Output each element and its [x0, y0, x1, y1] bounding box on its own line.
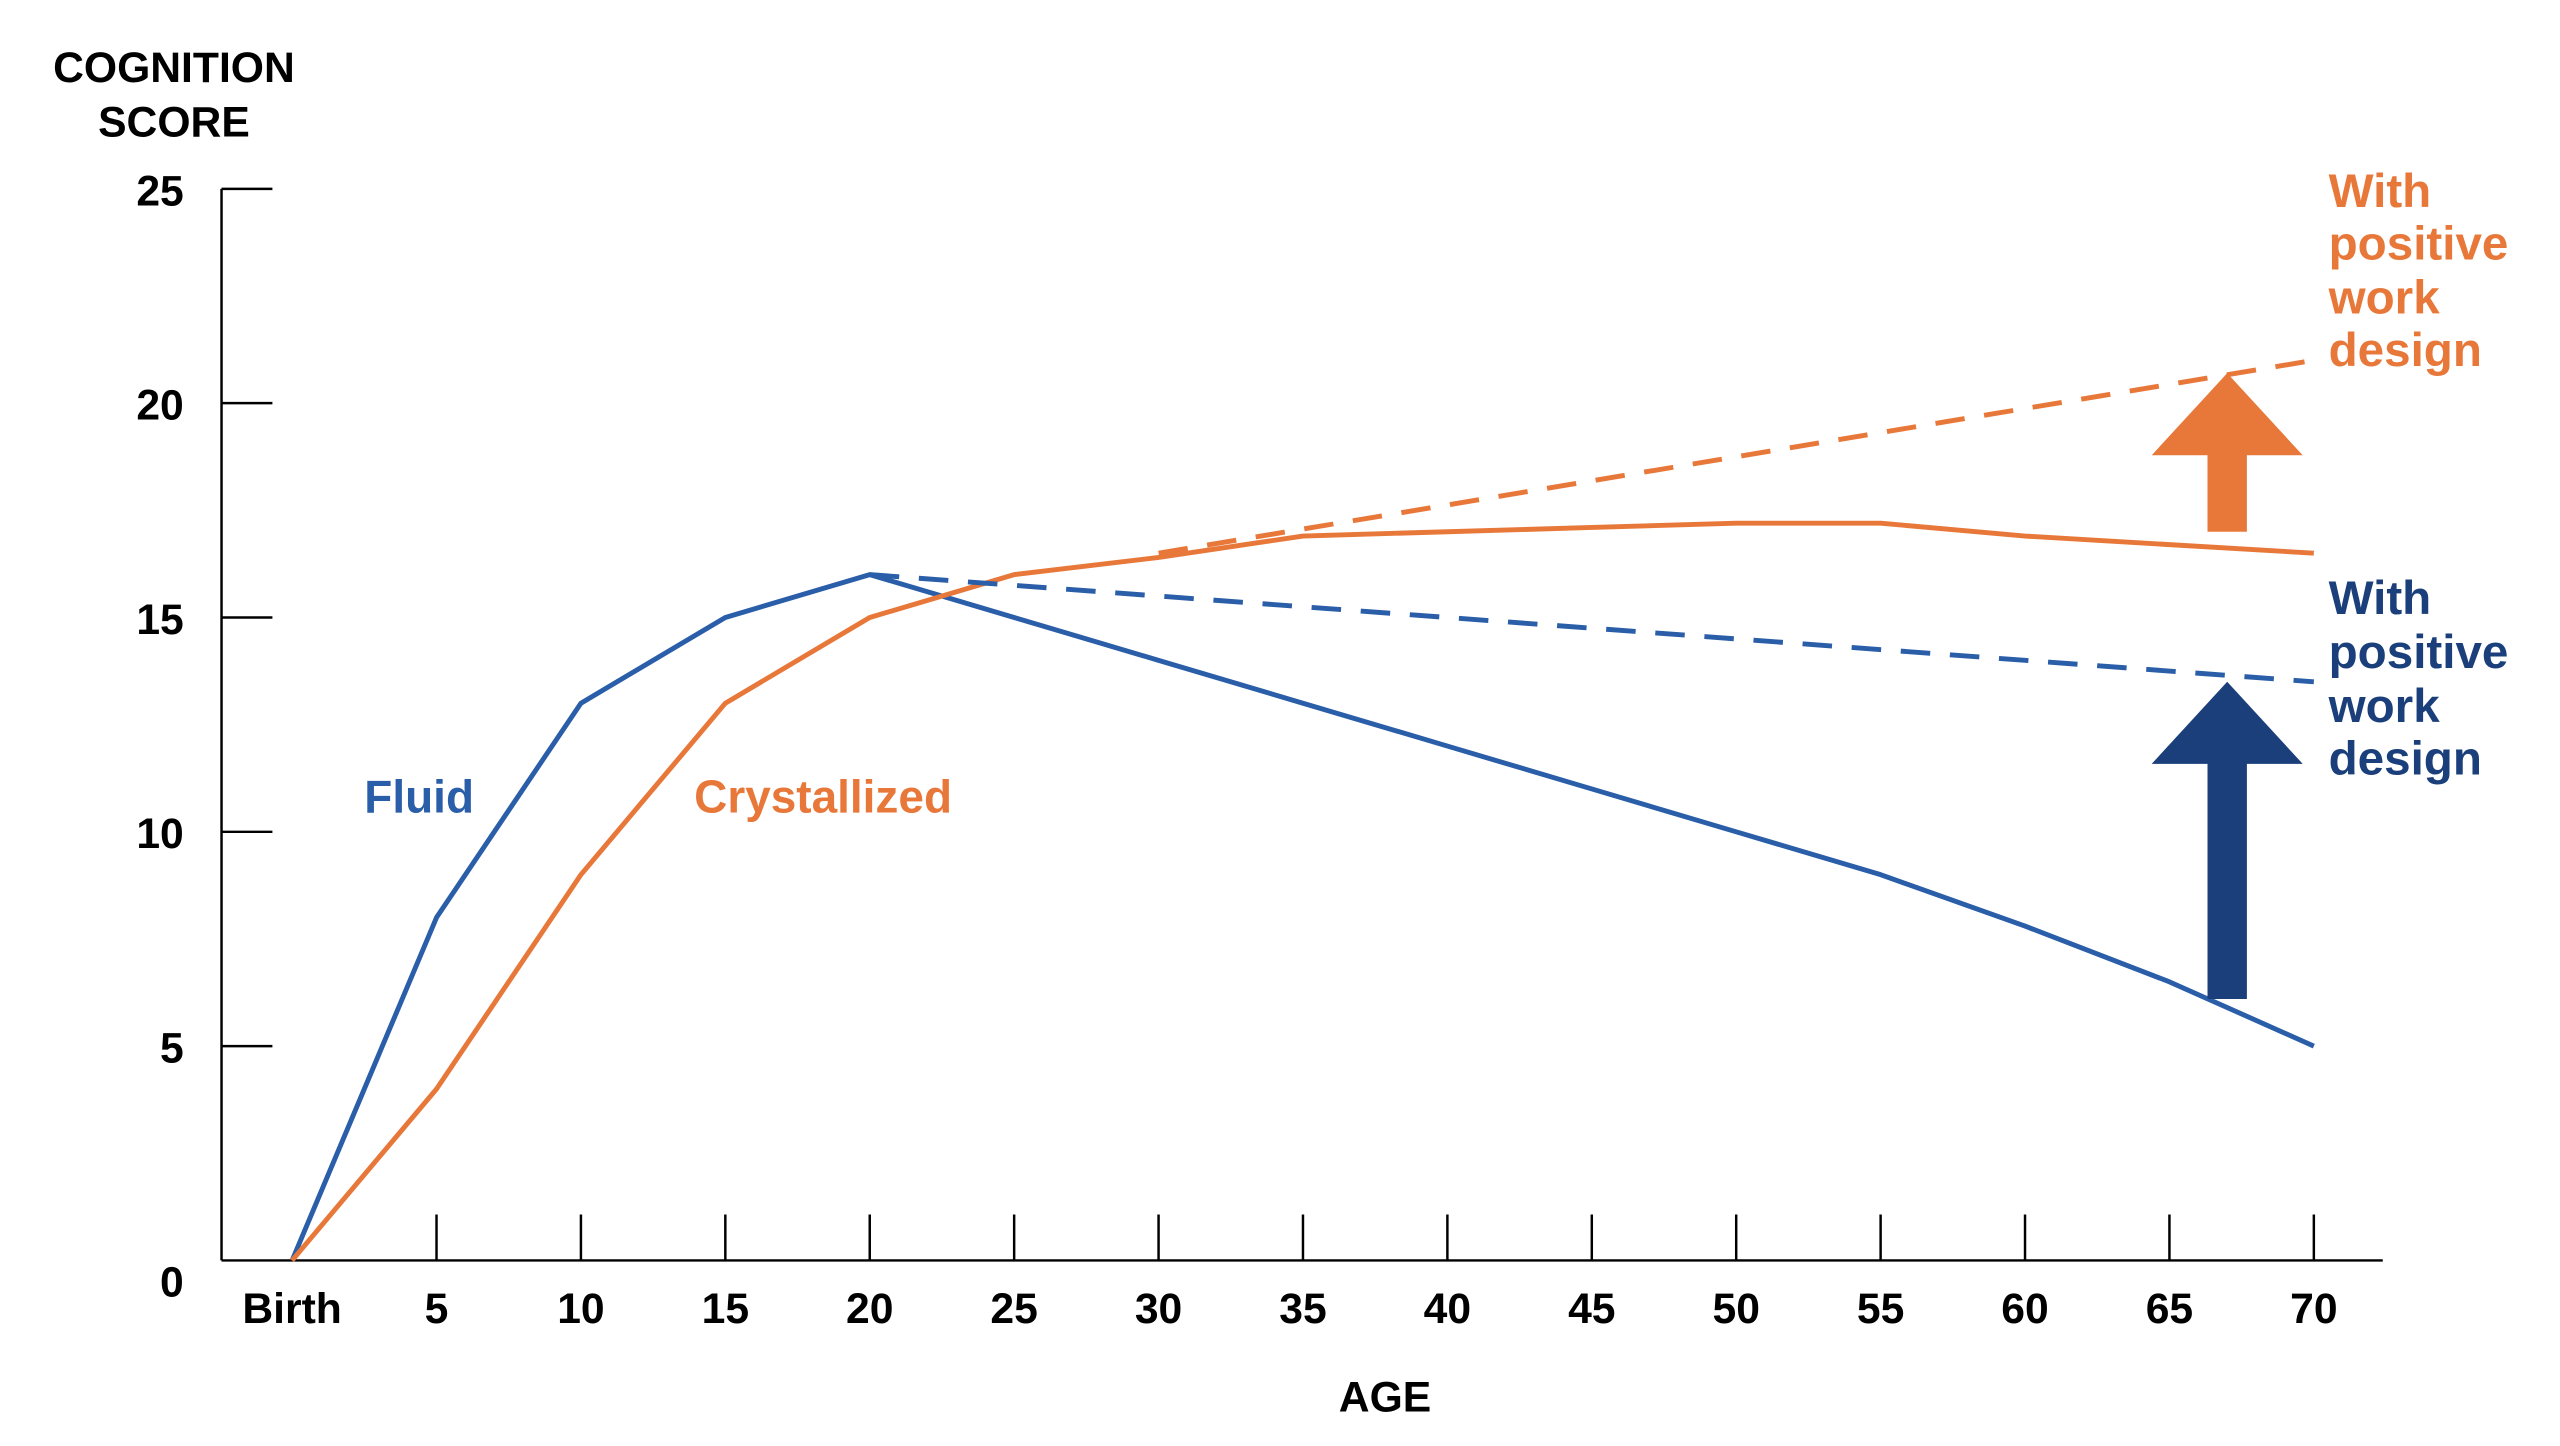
x-tick-label: 60	[2001, 1285, 2048, 1333]
arrow-up-icon	[2151, 373, 2303, 532]
dashed-series-line-2	[869, 572, 2315, 685]
y-tick-label: 25	[136, 167, 183, 215]
annotation-line: design	[2329, 324, 2482, 377]
y-tick-label: 0	[160, 1259, 184, 1307]
axes: 0 5 10 15 20 25 Birth 5 10 15 20 25 30 35 40 45 50 55 60 65…	[136, 167, 2383, 1333]
x-tick-label: 20	[846, 1285, 893, 1333]
y-tick-label: 10	[136, 810, 183, 858]
label-fluid: Fluid	[364, 770, 474, 822]
x-tick-label: 30	[1135, 1285, 1182, 1333]
x-tick-label: 10	[557, 1285, 604, 1333]
annotation-line: work	[2328, 272, 2441, 325]
annotation-line: positive	[2329, 217, 2509, 270]
x-tick-label: 35	[1279, 1285, 1326, 1333]
series-line-1	[290, 520, 2314, 1263]
y-axis-title-line1: COGNITION	[53, 44, 295, 92]
arrow-up-icon	[2151, 681, 2303, 999]
x-axis-title: AGE	[1339, 1373, 1431, 1421]
annotation-line: With	[2329, 165, 2432, 218]
annotation-fluid: With positive work design	[2328, 572, 2509, 786]
annotation-line: work	[2328, 680, 2441, 733]
x-tick-label: 25	[990, 1285, 1037, 1333]
y-tick-label: 15	[136, 596, 183, 644]
x-tick-label: Birth	[242, 1285, 342, 1333]
series-group	[289, 357, 2315, 1263]
x-tick-label: 70	[2290, 1285, 2337, 1333]
x-tick-label: 5	[425, 1285, 449, 1333]
arrows-group	[2151, 373, 2303, 999]
x-tick-label: 45	[1568, 1285, 1615, 1333]
label-crystallized: Crystallized	[694, 770, 952, 822]
x-tick-label: 15	[702, 1285, 749, 1333]
annotation-line: With	[2329, 572, 2432, 625]
x-tick-label: 40	[1424, 1285, 1471, 1333]
x-tick-label: 65	[2146, 1285, 2193, 1333]
x-tick-label: 50	[1712, 1285, 1759, 1333]
annotation-line: design	[2329, 733, 2482, 786]
y-tick-label: 5	[160, 1025, 184, 1073]
x-tick-label: 55	[1857, 1285, 1904, 1333]
series-line-0	[289, 572, 2315, 1262]
annotation-crystallized: With positive work design	[2328, 165, 2509, 377]
y-axis-title-line2: SCORE	[98, 98, 250, 146]
y-tick-label: 20	[136, 382, 183, 430]
annotation-line: positive	[2329, 626, 2509, 679]
